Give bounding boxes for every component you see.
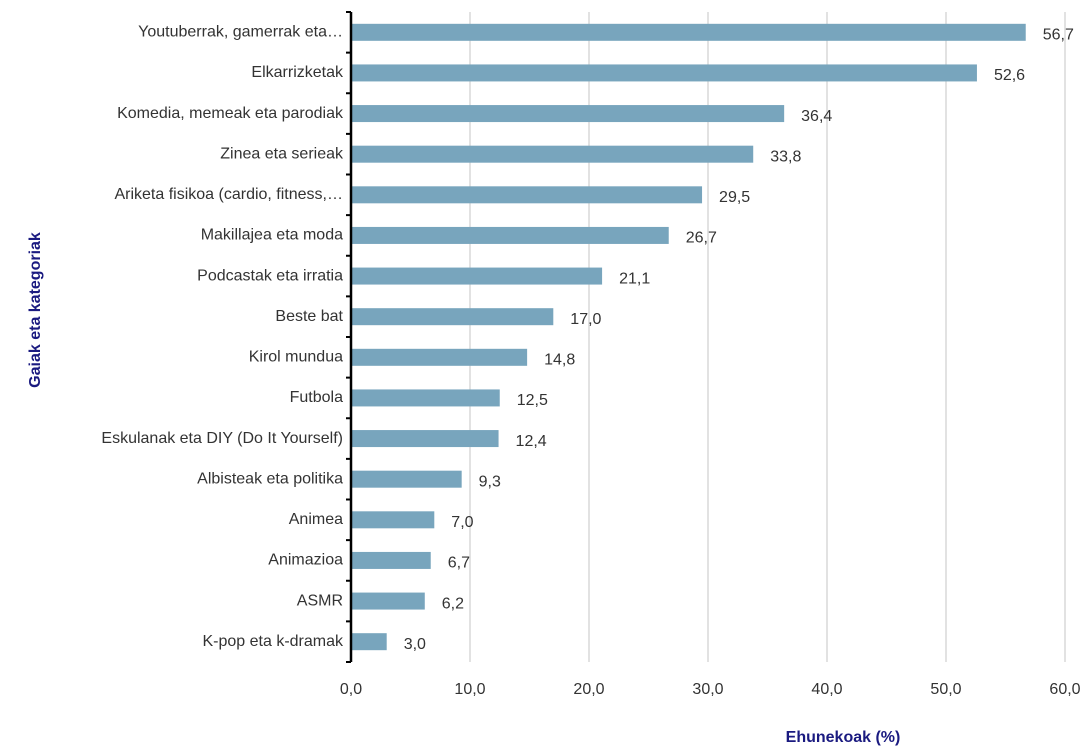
bar — [351, 64, 977, 82]
value-label: 26,7 — [686, 230, 717, 247]
x-tick-label: 40,0 — [811, 681, 842, 698]
y-tick-label: Podcastak eta irratia — [197, 267, 343, 284]
x-tick-label: 10,0 — [454, 681, 485, 698]
y-tick-label: Futbola — [290, 389, 343, 406]
value-label: 9,3 — [479, 473, 501, 490]
value-label: 6,2 — [442, 595, 464, 612]
x-tick-label: 50,0 — [930, 681, 961, 698]
x-axis-title: Ehunekoak (%) — [786, 729, 901, 746]
bar — [351, 551, 431, 569]
y-tick-label: ASMR — [297, 592, 343, 609]
bar — [351, 348, 528, 366]
x-tick-label: 30,0 — [692, 681, 723, 698]
value-label: 17,0 — [570, 311, 601, 328]
bar — [351, 226, 669, 244]
value-label: 3,0 — [404, 636, 426, 653]
y-tick-label: Kirol mundua — [249, 349, 343, 366]
bar — [351, 105, 785, 123]
y-axis-title: Gaiak eta kategoriak — [27, 232, 44, 388]
y-tick-label: Beste bat — [275, 308, 343, 325]
x-tick-label: 20,0 — [573, 681, 604, 698]
value-label: 36,4 — [801, 108, 832, 125]
bar — [351, 308, 554, 326]
bar — [351, 186, 703, 204]
y-tick-label: Youtuberrak, gamerrak eta… — [138, 24, 343, 41]
value-label: 56,7 — [1043, 27, 1074, 44]
y-tick-label: Komedia, memeak eta parodiak — [117, 105, 344, 122]
bar — [351, 267, 603, 285]
y-tick-label: Eskulanak eta DIY (Do It Yourself) — [101, 430, 343, 447]
bar — [351, 430, 499, 448]
value-label: 6,7 — [448, 555, 470, 572]
value-label: 14,8 — [544, 352, 575, 369]
y-tick-label: Albisteak eta politika — [197, 470, 343, 487]
bar — [351, 511, 435, 529]
y-tick-label: Zinea eta serieak — [220, 145, 344, 162]
bar — [351, 592, 425, 610]
value-label: 33,8 — [770, 148, 801, 165]
x-tick-label: 60,0 — [1049, 681, 1080, 698]
value-label: 21,1 — [619, 270, 650, 287]
bar — [351, 23, 1026, 41]
y-tick-label: Makillajea eta moda — [201, 227, 343, 244]
bar — [351, 633, 387, 651]
value-label: 7,0 — [451, 514, 473, 531]
bar — [351, 470, 462, 488]
value-label: 12,5 — [517, 392, 548, 409]
bar — [351, 389, 500, 407]
bar — [351, 145, 754, 163]
y-tick-label: K-pop eta k-dramak — [202, 633, 344, 650]
y-tick-label: Elkarrizketak — [251, 64, 344, 81]
y-tick-label: Animea — [289, 511, 343, 528]
value-label: 29,5 — [719, 189, 750, 206]
x-tick-label: 0,0 — [340, 681, 362, 698]
value-label: 12,4 — [516, 433, 547, 450]
y-tick-label: Animazioa — [268, 552, 343, 569]
y-tick-label: Ariketa fisikoa (cardio, fitness,… — [114, 186, 343, 203]
value-label: 52,6 — [994, 67, 1025, 84]
